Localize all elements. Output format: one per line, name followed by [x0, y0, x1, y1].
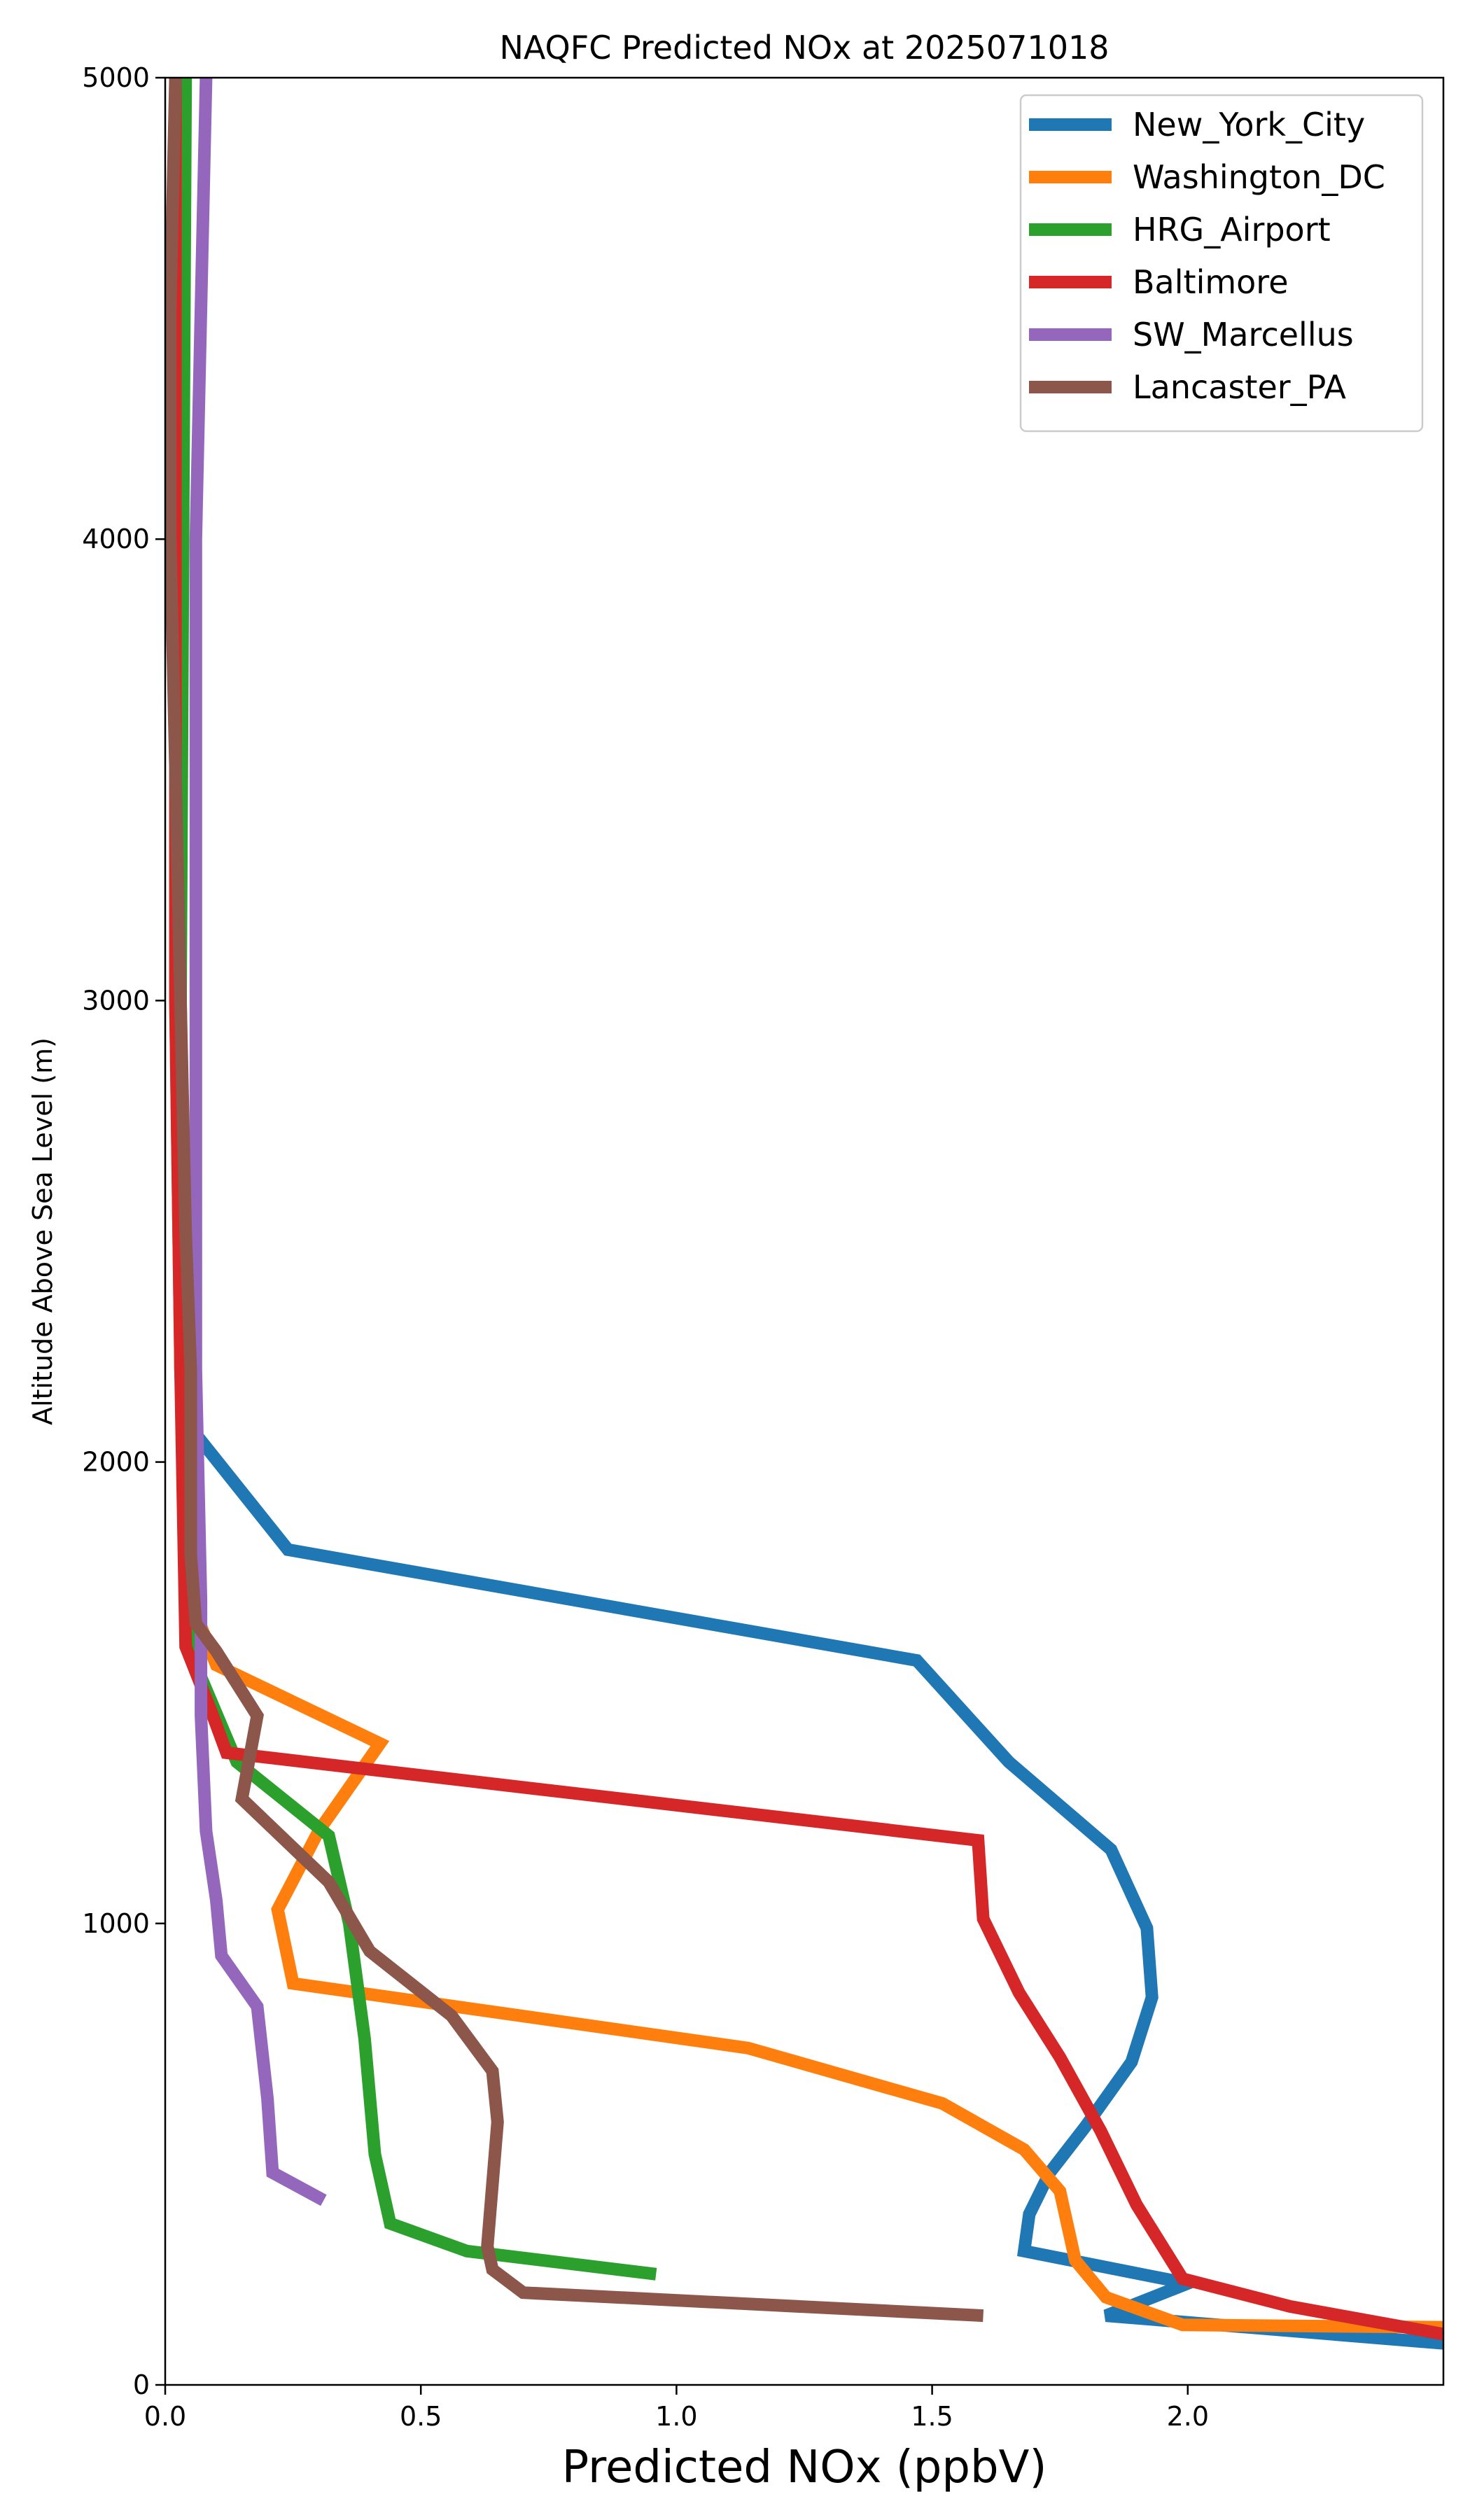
legend-label-washington-dc: Washington_DC: [1133, 158, 1385, 196]
series-line-sw-marcellus: [189, 78, 327, 2206]
plot-area: [165, 78, 1443, 2350]
series-line-baltimore: [169, 78, 1443, 2341]
x-tick-label: 0.5: [400, 2401, 442, 2432]
y-tick-label: 5000: [82, 62, 150, 93]
x-tick-label: 0.0: [144, 2401, 186, 2432]
legend-label-new-york-city: New_York_City: [1133, 106, 1365, 144]
legend-box: [1019, 94, 1424, 433]
x-axis: 0.0 0.5 1.0 1.5 2.0: [144, 2385, 1209, 2432]
legend: New_York_City Washington_DC HRG_Airport Bal…: [1019, 94, 1424, 433]
x-tick-label: 2.0: [1167, 2401, 1209, 2432]
series-line-hrg-airport: [174, 78, 657, 2281]
chart-title: NAQFC Predicted NOx at 2025071018: [499, 29, 1109, 66]
x-axis-label: Predicted NOx (ppbV): [562, 2442, 1047, 2493]
y-tick-label: 1000: [82, 1908, 150, 1939]
series-line-lancaster-pa: [165, 78, 984, 2323]
legend-label-lancaster-pa: Lancaster_PA: [1133, 368, 1346, 406]
y-tick-label: 4000: [82, 524, 150, 554]
y-tick-label: 0: [133, 2370, 150, 2400]
x-tick-label: 1.5: [911, 2401, 953, 2432]
legend-label-hrg-airport: HRG_Airport: [1133, 211, 1331, 248]
y-axis-label: Altitude Above Sea Level (m): [27, 1037, 58, 1425]
y-axis: 0 1000 2000 3000 4000 5000: [82, 62, 165, 2400]
plot-frame: [164, 76, 1445, 2386]
y-tick-label: 2000: [82, 1447, 150, 1478]
legend-label-sw-marcellus: SW_Marcellus: [1133, 316, 1354, 354]
x-tick-label: 1.0: [655, 2401, 697, 2432]
y-tick-label: 3000: [82, 985, 150, 1016]
legend-label-baltimore: Baltimore: [1133, 263, 1289, 301]
